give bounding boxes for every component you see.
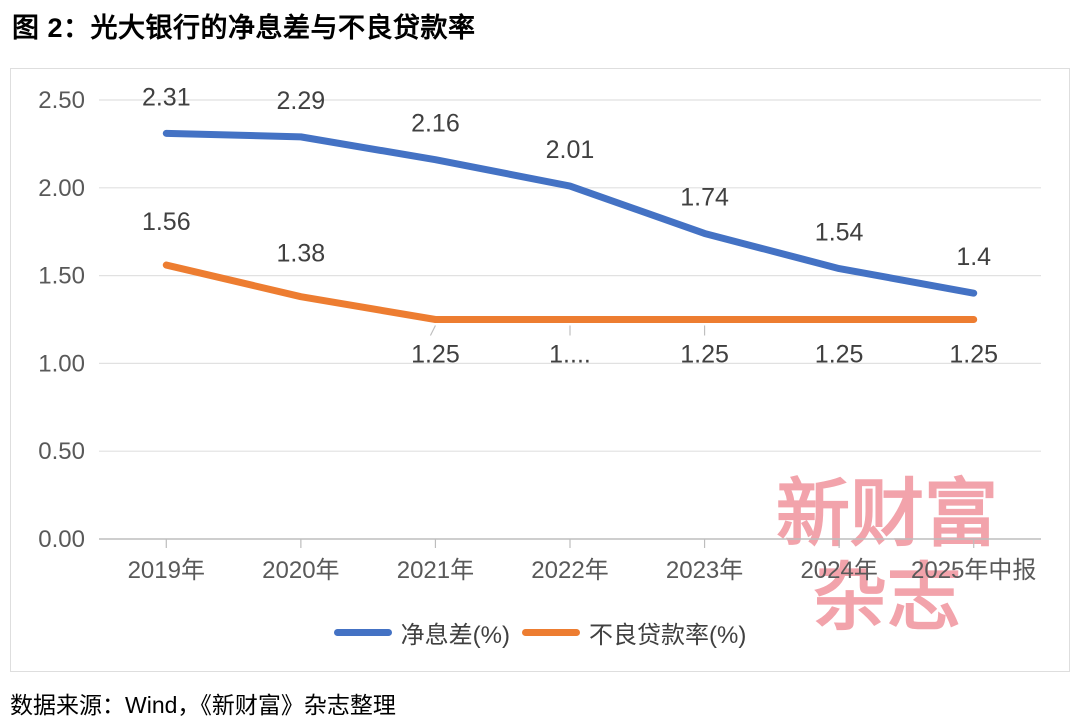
series-line-0 (162, 129, 978, 297)
y-axis-tick-label: 2.00 (38, 175, 85, 202)
x-axis-tick-label: 2022年 (531, 557, 608, 584)
x-axis-tick-label: 2025年中报 (911, 557, 1036, 584)
data-label-series-0: 2.16 (411, 110, 460, 138)
x-axis-tick-label: 2024年 (800, 557, 877, 584)
x-axis-tick-label: 2023年 (666, 557, 743, 584)
chart-legend: 净息差(%) 不良贷款率(%) (11, 615, 1069, 650)
net-interest-margin-line-swatch (333, 629, 392, 636)
line-chart: 0.00 0.50 1.00 1.50 2.00 2.50 2019年 2020年 2021年 2… (38, 83, 1041, 584)
legend-item-npl-ratio: 不良贷款率(%) (522, 615, 746, 650)
npl-ratio-line-swatch (522, 629, 580, 636)
data-label-series-0: 1.74 (680, 183, 729, 211)
y-axis-tick-label: 2.50 (38, 87, 85, 114)
data-label-series-1: 1.25 (949, 341, 998, 369)
y-axis-tick-label: 1.00 (38, 350, 85, 377)
x-axis-tick-label: 2021年 (397, 557, 474, 584)
data-label-series-1: 1.25 (411, 341, 460, 369)
data-label-series-0: 1.54 (815, 219, 864, 247)
figure-title: 图 2：光大银行的净息差与不良贷款率 (12, 13, 476, 43)
data-label-series-0: 2.01 (546, 136, 595, 164)
data-source-note: 数据来源：Wind，《新财富》杂志整理 (10, 692, 396, 718)
data-label-series-0: 2.31 (142, 83, 191, 111)
data-label-series-1: 1.25 (815, 341, 864, 369)
data-label-series-1: 1.56 (142, 208, 191, 236)
series-line-1 (162, 261, 978, 323)
data-label-series-1: 1.38 (277, 240, 326, 268)
data-label-leader-line (429, 325, 436, 336)
y-axis-tick-label: 1.50 (38, 263, 85, 290)
legend-label-npl-ratio: 不良贷款率(%) (589, 622, 747, 649)
data-label-series-1: 1.25 (680, 341, 729, 369)
chart-card: 新财富 杂志 0.00 0.50 1.00 1.50 2.00 2.50 2019年 2020… (10, 68, 1070, 672)
legend-label-net-interest-margin: 净息差(%) (400, 622, 510, 649)
x-axis-tick-label: 2020年 (262, 557, 339, 584)
data-label-series-0: 2.29 (277, 87, 326, 115)
legend-item-net-interest-margin: 净息差(%) (333, 615, 510, 650)
y-axis-tick-label: 0.50 (38, 438, 85, 465)
y-axis-tick-label: 0.00 (38, 526, 85, 553)
data-label-series-1: 1.... (549, 341, 591, 369)
data-label-series-0: 1.4 (956, 243, 991, 271)
x-axis-tick-label: 2019年 (128, 557, 205, 584)
